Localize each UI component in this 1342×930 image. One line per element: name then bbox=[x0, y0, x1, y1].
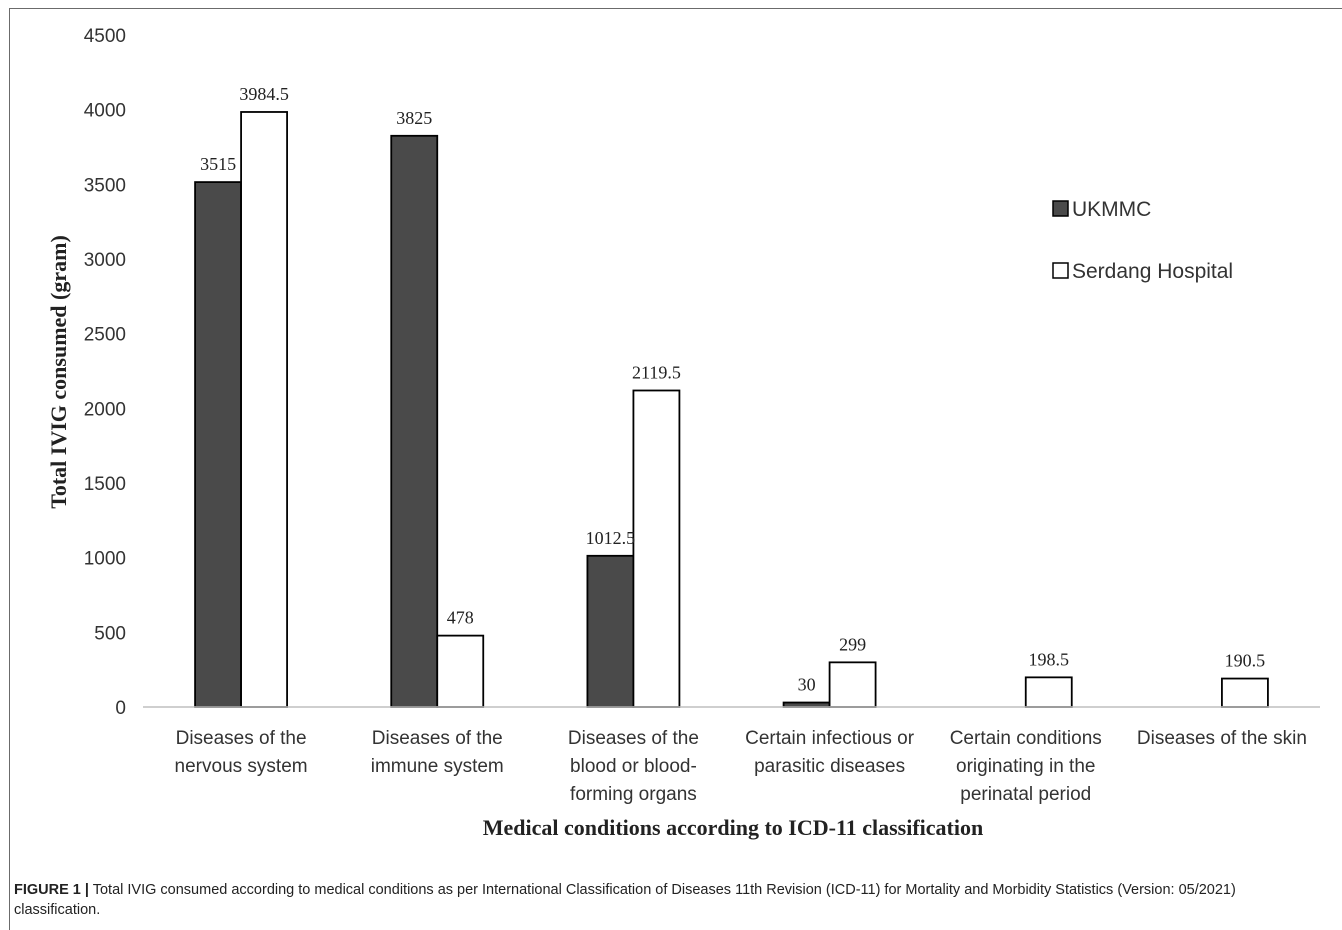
y-tick-label: 2000 bbox=[84, 399, 126, 420]
y-tick-label: 4500 bbox=[84, 26, 126, 47]
bar-serdang bbox=[828, 661, 877, 708]
x-tick-label: Diseases of the skin bbox=[1137, 728, 1307, 749]
bar-serdang bbox=[1221, 677, 1269, 708]
y-tick-label: 3500 bbox=[84, 175, 126, 196]
y-tick-label: 3000 bbox=[84, 250, 126, 271]
data-label: 3984.5 bbox=[239, 84, 289, 104]
bar-ukmmc bbox=[194, 181, 242, 708]
legend-label: UKMMC bbox=[1072, 198, 1151, 221]
legend-label: Serdang Hospital bbox=[1072, 260, 1233, 283]
y-tick-label: 1000 bbox=[84, 549, 126, 570]
y-tick-label: 0 bbox=[115, 698, 126, 719]
x-tick-label: Certain infectious or parasitic diseases bbox=[745, 728, 915, 777]
y-axis-label: Total IVIG consumed (gram) bbox=[46, 235, 71, 509]
y-axis-ticks: 0 500 1000 1500 2000 2500 3000 3500 4000 4500 bbox=[84, 26, 126, 719]
y-tick-label: 2500 bbox=[84, 325, 126, 346]
x-tick-label: Diseases of the blood or blood-forming or… bbox=[568, 728, 699, 805]
x-tick-label: Diseases of the nervous system bbox=[175, 728, 308, 777]
caption-label: FIGURE 1 | bbox=[14, 882, 89, 898]
legend-swatch-serdang bbox=[1052, 262, 1069, 279]
bar-serdang bbox=[240, 111, 288, 708]
figure-frame bbox=[9, 8, 1342, 930]
bar-chart: 0 500 1000 1500 2000 2500 3000 3500 4000 4500 351… bbox=[46, 26, 1320, 840]
caption-text: Total IVIG consumed according to medical… bbox=[14, 882, 1236, 918]
y-tick-label: 1500 bbox=[84, 474, 126, 495]
bar-ukmmc bbox=[390, 134, 439, 708]
legend-swatch-ukmmc bbox=[1052, 200, 1069, 217]
data-label: 190.5 bbox=[1225, 651, 1266, 671]
x-tick-label: Certain conditions originating in the peri… bbox=[950, 728, 1102, 805]
data-labels: 3515 3984.5 3825 478 1012.5 2119.5 30 299 198.5 1… bbox=[200, 84, 1265, 695]
data-label: 3825 bbox=[396, 108, 432, 128]
data-label: 478 bbox=[447, 608, 474, 628]
x-tick-label: Diseases of the immune system bbox=[371, 728, 504, 777]
bar-serdang bbox=[1024, 676, 1073, 708]
bars bbox=[194, 111, 1269, 708]
x-axis-tick-labels: Diseases of the nervous system Diseases of… bbox=[175, 728, 1307, 805]
data-label: 198.5 bbox=[1029, 649, 1070, 669]
y-tick-label: 500 bbox=[94, 623, 126, 644]
data-label: 1012.5 bbox=[586, 528, 636, 548]
data-label: 30 bbox=[798, 675, 816, 695]
data-label: 299 bbox=[839, 634, 866, 654]
y-tick-label: 4000 bbox=[84, 101, 126, 122]
figure-caption: FIGURE 1 | Total IVIG consumed according… bbox=[14, 880, 1314, 920]
data-label: 3515 bbox=[200, 154, 236, 174]
bar-ukmmc bbox=[586, 554, 635, 708]
bar-serdang bbox=[436, 634, 485, 708]
x-axis-label: Medical conditions according to ICD-11 c… bbox=[483, 815, 983, 840]
data-label: 2119.5 bbox=[632, 362, 681, 382]
legend: UKMMC Serdang Hospital bbox=[1052, 198, 1233, 283]
bar-serdang bbox=[632, 389, 681, 708]
